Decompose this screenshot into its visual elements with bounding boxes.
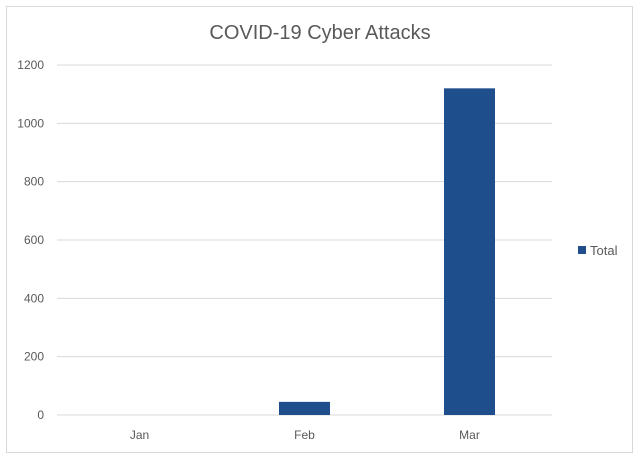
legend-label-total: Total — [590, 243, 618, 258]
y-tick-label: 0 — [37, 408, 44, 422]
chart-frame — [6, 6, 633, 453]
legend: Total — [578, 243, 618, 258]
bar-feb — [279, 401, 330, 415]
chart-title: COVID-19 Cyber Attacks — [209, 22, 430, 44]
y-tick-label: 800 — [24, 175, 44, 189]
x-tick-label-jan: Jan — [130, 428, 149, 442]
bars — [279, 88, 495, 415]
x-tick-label-feb: Feb — [294, 428, 315, 442]
y-tick-label: 1000 — [17, 116, 44, 130]
y-tick-label: 400 — [24, 291, 44, 305]
x-axis-tick-labels: Jan Feb Mar — [130, 428, 480, 442]
bar-mar — [444, 88, 495, 415]
y-axis-tick-labels: 0 200 400 600 800 1000 1200 — [17, 58, 44, 422]
y-tick-label: 200 — [24, 350, 44, 364]
x-tick-label-mar: Mar — [459, 428, 480, 442]
y-tick-label: 600 — [24, 233, 44, 247]
y-tick-label: 1200 — [17, 58, 44, 72]
legend-swatch-total — [578, 246, 586, 254]
